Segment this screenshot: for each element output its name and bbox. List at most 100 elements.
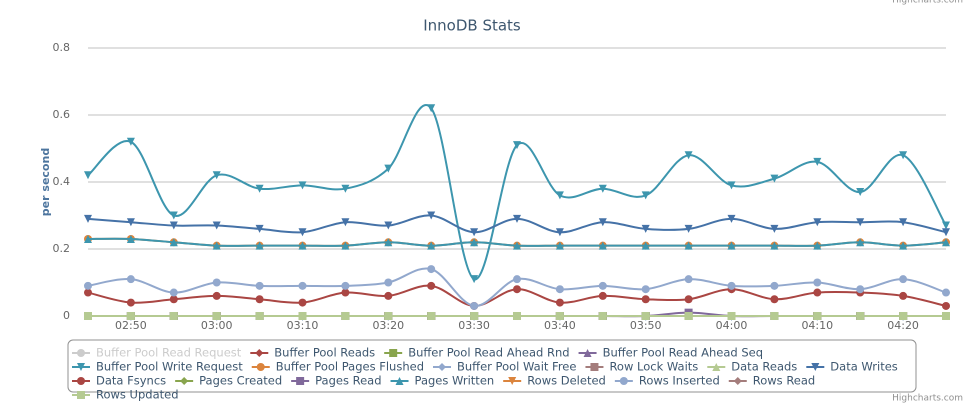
marker [384,291,393,300]
marker [427,241,436,250]
legend-label: Buffer Pool Write Request [96,360,243,374]
marker [470,275,479,284]
legend-label: Buffer Pool Wait Free [457,360,576,374]
marker [684,151,693,160]
x-tick-label: 04:10 [801,319,833,332]
marker [641,224,650,233]
marker [212,241,221,250]
marker [856,238,865,247]
marker [856,188,865,197]
marker [169,295,178,304]
legend-label: Buffer Pool Read Ahead Rnd [408,346,569,360]
y-tick-label: 0.6 [53,108,71,121]
marker [169,211,178,220]
marker [684,241,693,250]
marker [427,211,436,220]
marker [813,288,822,297]
marker [555,241,564,250]
legend-item[interactable]: Buffer Pool Pages Flushed [251,360,424,374]
marker [770,295,779,304]
marker [126,298,135,307]
legend-label: Pages Read [315,374,381,388]
marker [298,281,307,290]
legend-item[interactable]: Buffer Pool Wait Free [433,360,576,374]
legend-label: Data Reads [731,360,797,374]
marker [126,137,135,146]
marker [727,241,736,250]
marker [813,312,822,320]
marker [470,228,479,237]
marker [813,157,822,166]
marker [470,238,479,247]
marker [684,312,693,320]
legend-label: Buffer Pool Read Ahead Seq [603,346,763,360]
marker [212,291,221,300]
marker [619,377,628,385]
marker [212,312,221,320]
marker [212,221,221,230]
marker [389,349,398,357]
legend-item[interactable]: Data Fsyncs [72,374,166,388]
marker [555,298,564,307]
marker [255,184,264,193]
marker [296,377,305,385]
marker [942,238,950,247]
y-tick-label: 0.4 [53,175,71,188]
legend-item[interactable]: Rows Read [728,374,815,388]
marker [169,221,178,230]
legend-item[interactable]: Buffer Pool Read Ahead Seq [578,346,763,360]
marker [598,291,607,300]
marker [84,281,92,290]
x-tick-label: 03:20 [372,319,404,332]
marker [942,221,950,230]
marker [598,184,607,193]
legend-item[interactable]: Buffer Pool Reads [250,346,375,360]
legend-item[interactable]: Data Writes [806,360,898,374]
marker [255,224,264,233]
legend-item[interactable]: Rows Updated [72,388,179,402]
credits-top[interactable]: Highcharts.com [892,0,963,6]
marker [733,377,742,385]
legend-label: Rows Read [753,374,815,388]
marker [598,312,607,320]
legend-item[interactable]: Rows Deleted [503,374,606,388]
series [84,281,950,310]
marker [77,363,85,371]
legend-item[interactable]: Buffer Pool Read Request [72,346,242,360]
legend-item[interactable]: Pages Written [390,374,495,388]
legend-item[interactable]: Rows Inserted [614,374,720,388]
legend-box [67,339,917,393]
marker [384,221,393,230]
marker [77,349,85,357]
legend-item[interactable]: Pages Read [291,374,382,388]
marker [255,295,264,304]
marker [513,241,521,250]
marker [942,288,950,297]
marker [84,234,92,243]
y-tick-label: 0.8 [53,41,71,54]
marker [341,288,350,297]
marker [513,214,521,223]
credits[interactable]: Highcharts.com [892,394,963,404]
marker [169,312,178,320]
marker [727,214,736,223]
marker [770,281,779,290]
marker [169,238,178,247]
marker [727,281,736,290]
series [84,211,950,237]
marker [590,363,599,371]
legend-item[interactable]: Buffer Pool Read Ahead Rnd [384,346,570,360]
marker [84,171,92,180]
marker [583,349,592,357]
legend-item[interactable]: Pages Created [175,374,282,388]
marker [212,278,221,287]
legend-item[interactable]: Buffer Pool Write Request [72,360,243,374]
marker [641,295,650,304]
marker [298,181,307,190]
legend-item[interactable]: Data Reads [707,360,797,374]
marker [298,228,307,237]
marker [384,164,393,173]
legend-item[interactable]: Row Lock Waits [585,360,698,374]
series [84,104,950,284]
